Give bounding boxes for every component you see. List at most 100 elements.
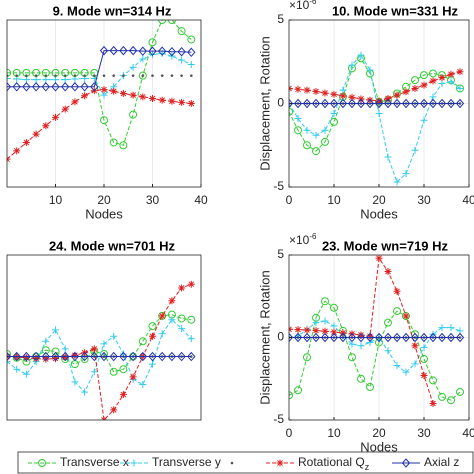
x-axis-label: Nodes: [360, 439, 398, 454]
x-tick-label: 0: [286, 426, 293, 440]
marker: [149, 94, 156, 102]
marker: [356, 98, 366, 109]
marker: [158, 330, 166, 338]
marker: [420, 371, 428, 379]
marker: [365, 332, 375, 343]
marker: [90, 345, 98, 353]
marker: [312, 327, 320, 335]
y-axis-label: Displacement, Rotation: [257, 36, 272, 170]
marker: [177, 314, 186, 323]
x-tick-label: 40: [462, 193, 474, 207]
marker: [12, 351, 21, 362]
x-tick-label: 30: [417, 193, 431, 207]
marker: [7, 82, 12, 92]
marker: [122, 74, 125, 77]
y-tick-label: 0: [277, 96, 284, 110]
marker: [100, 116, 108, 125]
marker: [158, 46, 167, 56]
marker: [54, 74, 57, 77]
marker: [180, 74, 183, 77]
marker: [22, 351, 31, 362]
marker: [438, 324, 446, 332]
marker: [429, 77, 437, 85]
series-line: [7, 50, 192, 88]
marker: [158, 351, 167, 362]
marker: [402, 170, 410, 178]
marker: [51, 347, 60, 356]
legend-label: Transverse x: [60, 455, 129, 469]
marker: [42, 355, 50, 363]
marker: [294, 326, 302, 334]
legend-label: Rotational Qz: [298, 455, 370, 472]
marker: [129, 373, 137, 381]
marker: [330, 117, 338, 126]
marker: [429, 69, 437, 78]
marker: [148, 322, 157, 331]
x-tick-label: 30: [417, 426, 431, 440]
marker: [429, 376, 437, 385]
marker: [330, 90, 338, 98]
marker: [366, 383, 374, 391]
marker: [303, 326, 311, 334]
marker: [437, 332, 447, 343]
y-tick-label: 0: [277, 330, 284, 344]
marker: [321, 297, 329, 306]
marker: [446, 98, 456, 109]
marker: [187, 335, 195, 343]
marker: [41, 351, 50, 362]
marker: [119, 365, 128, 374]
marker: [356, 332, 366, 343]
marker: [61, 345, 69, 353]
marker: [303, 86, 311, 94]
marker: [311, 98, 321, 109]
marker: [293, 332, 303, 343]
marker: [70, 351, 80, 362]
marker: [80, 351, 89, 362]
marker: [61, 351, 70, 362]
y-tick-label: 5: [277, 247, 284, 261]
marker: [456, 68, 464, 76]
marker: [190, 74, 193, 77]
marker: [99, 45, 109, 56]
marker: [119, 351, 128, 362]
chart-title: 24. Mode wn=701 Hz: [49, 238, 176, 253]
marker: [312, 319, 320, 327]
marker: [177, 351, 186, 362]
marker: [41, 82, 50, 92]
marker: [320, 332, 330, 343]
marker: [293, 98, 303, 109]
marker: [34, 74, 38, 77]
marker: [71, 351, 79, 359]
marker: [428, 98, 438, 109]
marker: [366, 338, 374, 346]
marker: [357, 374, 365, 383]
marker: [170, 74, 174, 77]
marker: [177, 27, 186, 36]
marker: [303, 141, 311, 150]
marker: [375, 110, 383, 118]
marker: [109, 351, 118, 362]
marker: [312, 131, 320, 139]
marker: [160, 74, 164, 77]
marker: [187, 100, 195, 107]
marker: [168, 316, 176, 324]
legend-label: Axial z: [424, 455, 459, 469]
marker: [128, 45, 138, 56]
marker: [393, 287, 401, 295]
marker: [411, 360, 419, 368]
marker: [168, 297, 176, 305]
marker: [447, 324, 455, 332]
marker: [393, 91, 401, 99]
legend-box: [17, 451, 474, 474]
marker: [138, 337, 147, 346]
marker: [177, 46, 186, 57]
marker: [420, 81, 428, 89]
marker: [109, 45, 118, 56]
marker: [99, 351, 109, 362]
marker: [148, 46, 157, 56]
marker: [401, 98, 411, 109]
marker: [25, 74, 28, 77]
marker: [365, 98, 375, 109]
